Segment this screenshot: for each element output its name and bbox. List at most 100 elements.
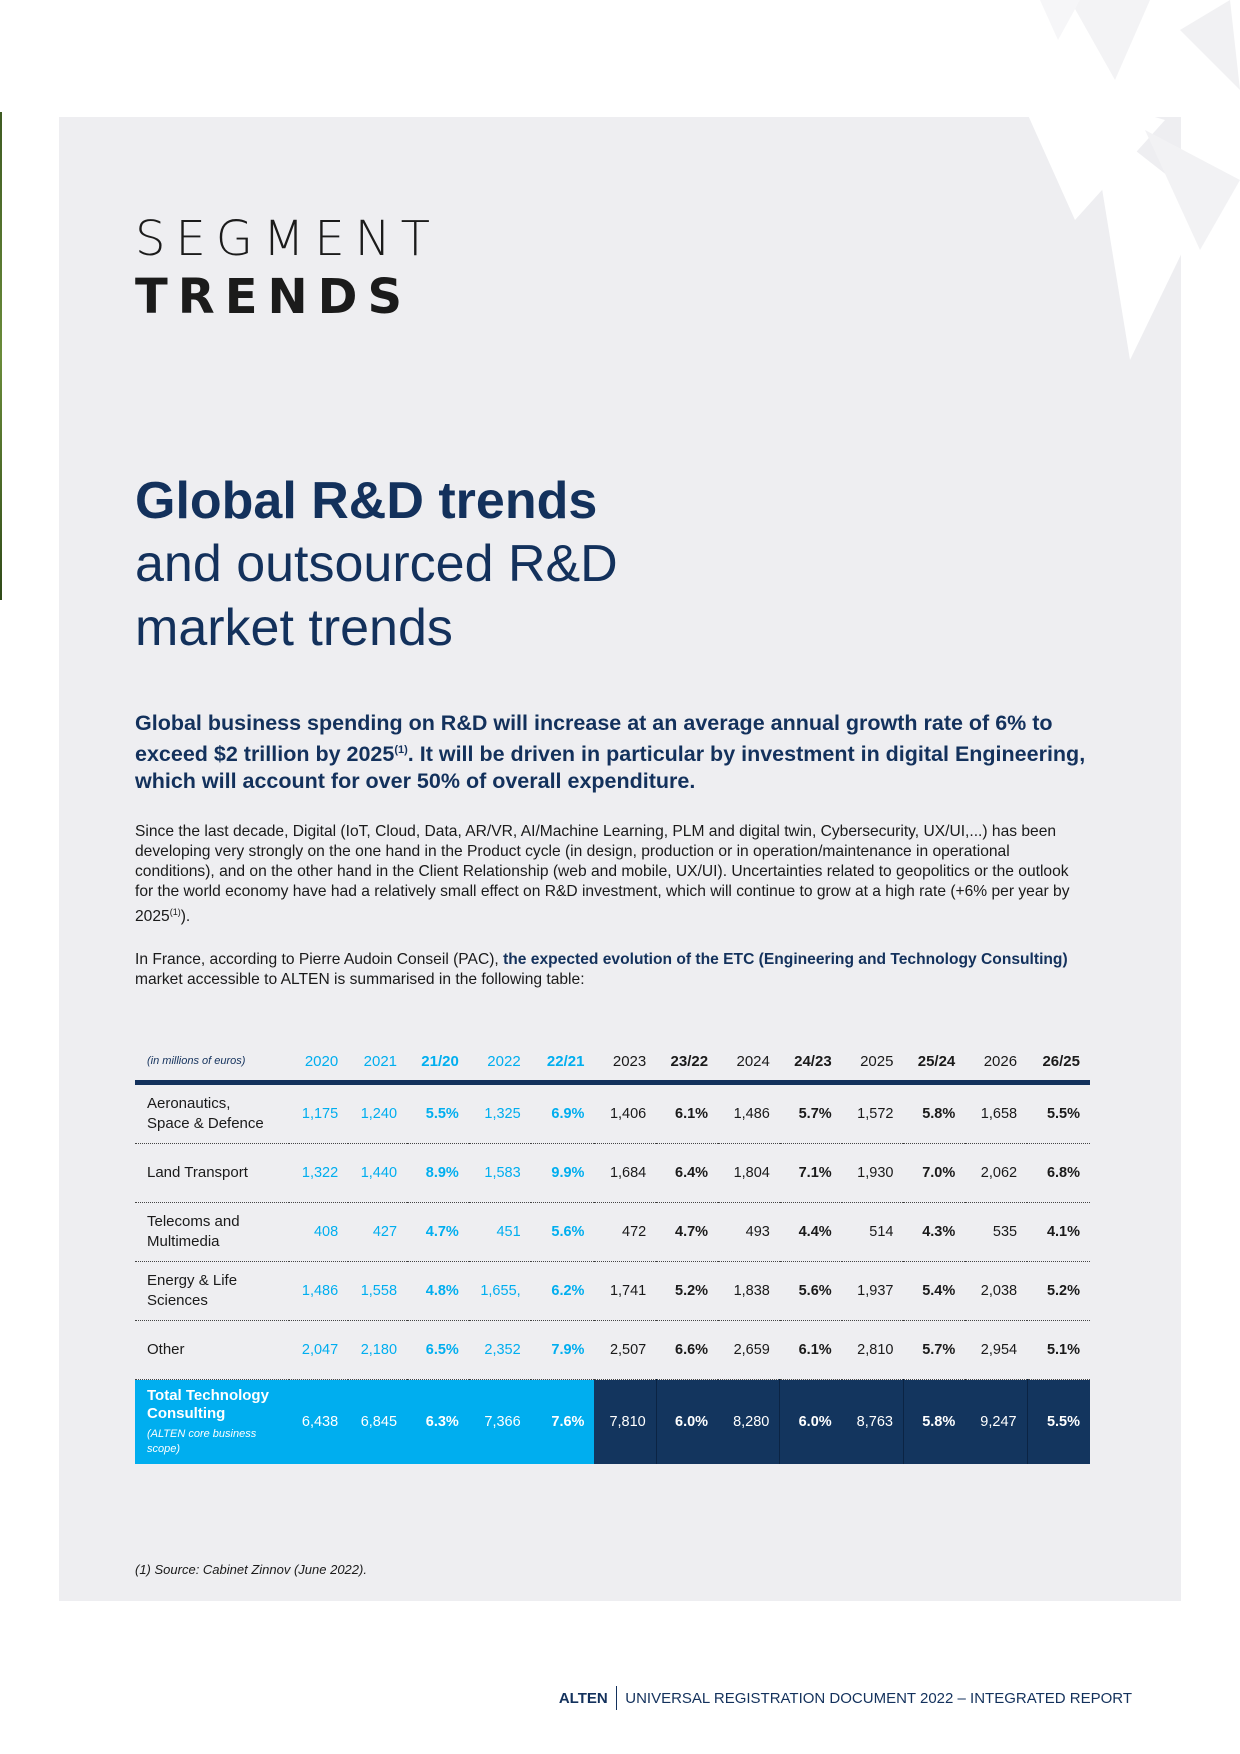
table-cell: 7.9% xyxy=(530,1320,595,1380)
body-paragraph-2: In France, according to Pierre Audoin Co… xyxy=(135,950,1090,990)
table-cell: 427 xyxy=(348,1202,408,1262)
table-cell: 6.5% xyxy=(407,1320,469,1380)
total-cell: 6,438 xyxy=(289,1379,349,1464)
row-label-line1: Land Transport xyxy=(147,1164,248,1181)
total-cell: 5.8% xyxy=(902,1379,966,1464)
footer-document-title: UNIVERSAL REGISTRATION DOCUMENT 2022 – I… xyxy=(625,1689,1132,1707)
table-cell: 7.0% xyxy=(903,1143,966,1203)
table-cell: 1,440 xyxy=(348,1143,408,1203)
row-label-line2: Multimedia xyxy=(147,1233,220,1250)
total-label: Total Technology Consulting xyxy=(147,1387,269,1422)
table-cell: 1,558 xyxy=(348,1261,408,1321)
table-cell: 5.4% xyxy=(903,1261,966,1321)
header-cell: 2026 xyxy=(965,1042,1028,1085)
page-title-bold: Global R&D trends xyxy=(135,472,598,530)
total-cell: 7,810 xyxy=(594,1379,657,1464)
row-label-line2: Space & Defence xyxy=(147,1115,264,1132)
paragraph1-end: ). xyxy=(180,908,191,926)
row-label-line2: Sciences xyxy=(147,1292,208,1309)
table-cell: 7.1% xyxy=(779,1143,842,1203)
table-cell: 5.1% xyxy=(1027,1320,1090,1380)
section-title-line2: TRENDS xyxy=(135,269,413,325)
header-cell: 2021 xyxy=(348,1042,408,1085)
table-cell: 1,486 xyxy=(289,1261,349,1321)
table-cell: 1,658 xyxy=(965,1082,1028,1144)
table-row: Land Transport 1,322 1,440 8.9% 1,583 9.… xyxy=(135,1143,1090,1203)
paragraph2-bold: the expected evolution of the ETC (Engin… xyxy=(503,951,1068,968)
table-row: Energy & Life Sciences 1,486 1,558 4.8% 1… xyxy=(135,1261,1090,1321)
table-cell: 6.8% xyxy=(1027,1143,1090,1203)
header-cell: 2025 xyxy=(841,1042,904,1085)
row-label: Other xyxy=(135,1320,290,1380)
table-cell: 6.6% xyxy=(656,1320,719,1380)
table-cell: 4.7% xyxy=(407,1202,469,1262)
table-cell: 6.1% xyxy=(656,1082,719,1144)
table-cell: 1,684 xyxy=(594,1143,657,1203)
table-cell: 5.6% xyxy=(530,1202,595,1262)
table-cell: 2,659 xyxy=(718,1320,780,1380)
table-cell: 5.2% xyxy=(1027,1261,1090,1321)
header-cell: 2024 xyxy=(718,1042,780,1085)
row-label-line1: Telecoms and xyxy=(147,1213,240,1230)
footer-divider xyxy=(615,1686,618,1710)
total-cell: 5.5% xyxy=(1026,1379,1090,1464)
table-cell: 451 xyxy=(468,1202,531,1262)
table-cell: 535 xyxy=(965,1202,1028,1262)
paragraph2-end: market accessible to ALTEN is summarised… xyxy=(135,971,585,988)
table-cell: 2,507 xyxy=(594,1320,657,1380)
header-cell: 25/24 xyxy=(903,1042,966,1085)
total-row: Total Technology Consulting (ALTEN core … xyxy=(135,1379,1090,1464)
table-row: Aeronautics, Space & Defence 1,175 1,240 … xyxy=(135,1082,1090,1144)
page-footer: ALTEN UNIVERSAL REGISTRATION DOCUMENT 20… xyxy=(559,1686,1132,1710)
paragraph1-footnote-ref: (1) xyxy=(169,907,181,917)
table-cell: 1,804 xyxy=(718,1143,780,1203)
page-title-line3: market trends xyxy=(135,599,453,657)
total-cell: 8,763 xyxy=(841,1379,904,1464)
table-cell: 1,486 xyxy=(718,1082,780,1144)
row-label-line1: Other xyxy=(147,1341,185,1358)
table-cell: 2,352 xyxy=(468,1320,531,1380)
table-cell: 5.5% xyxy=(1027,1082,1090,1144)
table-cell: 472 xyxy=(594,1202,657,1262)
table-cell: 1,325 xyxy=(468,1082,531,1144)
header-cell: 21/20 xyxy=(407,1042,469,1085)
header-cell: 2020 xyxy=(289,1042,349,1085)
lead-paragraph: Global business spending on R&D will inc… xyxy=(135,710,1095,795)
row-label: Energy & Life Sciences xyxy=(135,1261,290,1321)
table-row: Other 2,047 2,180 6.5% 2,352 7.9% 2,507 … xyxy=(135,1320,1090,1380)
header-cell: 2023 xyxy=(594,1042,657,1085)
table-cell: 4.4% xyxy=(779,1202,842,1262)
total-cell: 8,280 xyxy=(718,1379,780,1464)
row-label: Telecoms and Multimedia xyxy=(135,1202,290,1262)
footer-brand: ALTEN xyxy=(558,1689,608,1707)
table-cell: 4.3% xyxy=(903,1202,966,1262)
header-cell: 22/21 xyxy=(530,1042,595,1085)
total-cell: 7,366 xyxy=(468,1379,531,1464)
page-title: Global R&D trends and outsourced R&D mar… xyxy=(135,470,935,660)
table-cell: 4.7% xyxy=(656,1202,719,1262)
table-header-row: (in millions of euros) 2020 2021 21/20 2… xyxy=(135,1042,1090,1085)
table-cell: 2,180 xyxy=(348,1320,408,1380)
lead-part2: . It will be driven in particular by inv… xyxy=(135,742,1086,794)
table-cell: 8.9% xyxy=(407,1143,469,1203)
row-label: Aeronautics, Space & Defence xyxy=(135,1082,290,1144)
page-title-line2: and outsourced R&D xyxy=(135,535,618,593)
total-cell: 6.0% xyxy=(655,1379,719,1464)
table-cell: 2,038 xyxy=(965,1261,1028,1321)
left-edge-bar xyxy=(0,112,2,600)
table-cell: 514 xyxy=(841,1202,904,1262)
table-cell: 493 xyxy=(718,1202,780,1262)
table-cell: 1,240 xyxy=(348,1082,408,1144)
total-row-label: Total Technology Consulting (ALTEN core … xyxy=(135,1379,290,1464)
header-cell: 23/22 xyxy=(656,1042,719,1085)
table-cell: 4.1% xyxy=(1027,1202,1090,1262)
paragraph1-text: Since the last decade, Digital (IoT, Clo… xyxy=(135,823,1070,926)
table-cell: 6.9% xyxy=(530,1082,595,1144)
footnote: (1) Source: Cabinet Zinnov (June 2022). xyxy=(135,1562,367,1577)
body-paragraph-1: Since the last decade, Digital (IoT, Clo… xyxy=(135,822,1090,927)
lead-footnote-ref: (1) xyxy=(394,744,408,756)
table-cell: 1,655, xyxy=(468,1261,531,1321)
total-cell: 6.0% xyxy=(779,1379,842,1464)
total-cell: 9,247 xyxy=(965,1379,1028,1464)
total-cell: 6,845 xyxy=(348,1379,408,1464)
